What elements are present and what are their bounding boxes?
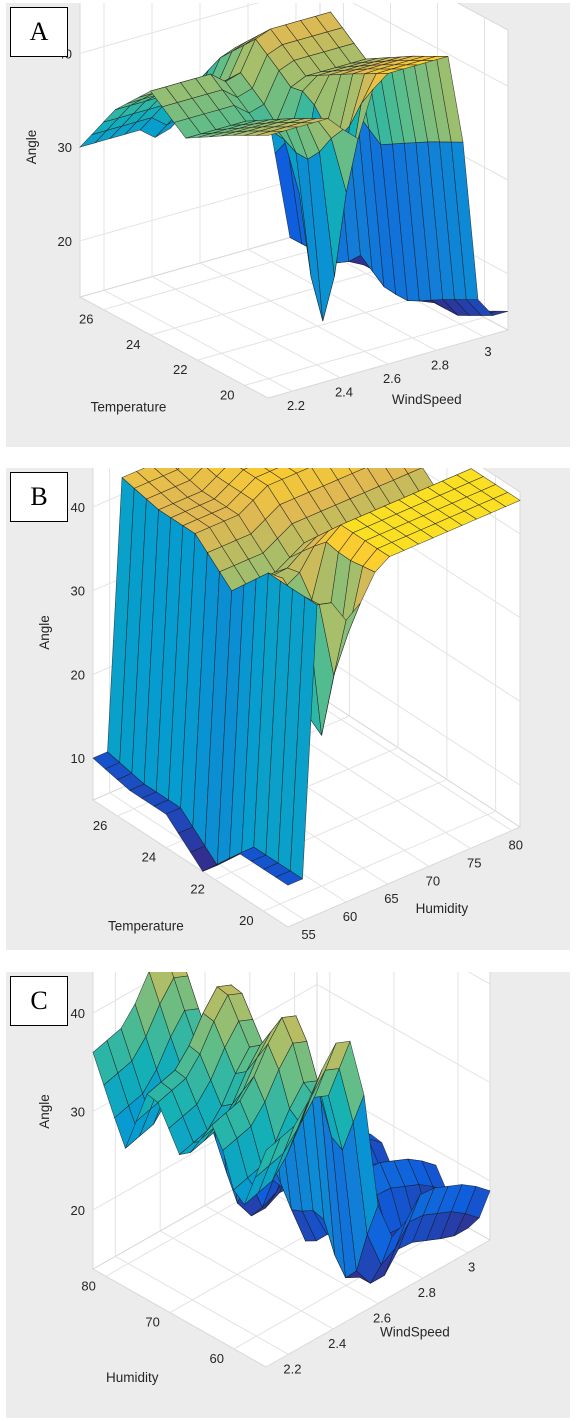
x-tick-label: 2.4 (328, 1336, 346, 1351)
grid-line (103, 3, 293, 392)
grid-line (79, 3, 509, 87)
x-tick-label: 70 (426, 873, 440, 888)
y-tick-label: 24 (126, 337, 140, 352)
grid-line (244, 17, 485, 386)
y-axis-label: Temperature (91, 400, 167, 415)
panel-label-b: B (10, 472, 68, 522)
x-tick-label: 3 (484, 344, 491, 359)
grid-line (109, 468, 305, 921)
grid-line (204, 972, 379, 1304)
z-axis-label: Angle (37, 615, 52, 650)
x-tick-label: 2.4 (335, 385, 353, 400)
x-tick-label: 2.6 (373, 1311, 391, 1326)
x-tick-label: 2.8 (431, 357, 449, 372)
grid-line (151, 3, 341, 379)
y-axis-label: Temperature (108, 919, 184, 934)
surface-patch (256, 130, 284, 136)
z-tick-label: 10 (71, 751, 85, 766)
x-tick-label: 2.6 (383, 371, 401, 386)
z-tick-label: 40 (71, 500, 85, 515)
surface (79, 11, 509, 322)
y-axis-label: Humidity (106, 1370, 159, 1385)
surface-patch (275, 870, 304, 886)
x-axis-label: WindSpeed (392, 392, 462, 407)
surface-chart-a: 2.22.42.62.8320222426203040WindSpeedTemp… (24, 3, 510, 415)
x-tick-label: 2.2 (287, 398, 305, 413)
z-tick-label: 40 (71, 1006, 85, 1021)
panel-a: 2.22.42.62.8320222426203040WindSpeedTemp… (6, 3, 570, 447)
panel-label-a: A (10, 7, 68, 57)
z-tick-label: 20 (71, 667, 85, 682)
surface-chart-c: 2.2 2.4 2.6 2.8 3 60 70 80 20 30 40 WindSpeed Humidi… (37, 972, 492, 1385)
x-tick-label: 75 (467, 855, 481, 870)
y-tick-label: 22 (173, 362, 187, 377)
y-tick-label: 80 (81, 1278, 95, 1293)
surface-patch (264, 468, 279, 472)
x-axis-label: WindSpeed (380, 1324, 450, 1339)
z-axis-label: Angle (24, 130, 39, 165)
tick-labels: 2.2 2.4 2.6 2.8 3 60 70 80 20 30 40 (71, 1006, 476, 1376)
x-tick-label: 65 (384, 891, 398, 906)
z-tick-label: 30 (58, 140, 72, 155)
surface (92, 468, 521, 886)
x-tick-label: 80 (508, 838, 522, 853)
z-axis-label: Angle (37, 1094, 52, 1129)
x-axis-label: Humidity (416, 901, 469, 916)
z-tick-label: 20 (58, 234, 72, 249)
y-tick-label: 70 (145, 1315, 159, 1330)
y-tick-label: 26 (93, 818, 107, 833)
x-tick-label: 55 (301, 927, 315, 942)
tick-labels: 2.22.42.62.8320222426203040 (58, 46, 492, 413)
surface-chart-b: 55 60 65 70 75 80 20 22 24 26 10 20 30 40 Humidity Temp… (37, 468, 523, 942)
z-tick-label: 30 (71, 1105, 85, 1120)
x-tick-label: 3 (468, 1260, 475, 1275)
grid-line (263, 476, 497, 912)
panel-b: 55 60 65 70 75 80 20 22 24 26 10 20 30 40 Humidity Temp… (6, 468, 570, 950)
x-tick-label: 2.2 (283, 1361, 301, 1376)
y-tick-label: 20 (239, 913, 253, 928)
y-tick-label: 20 (220, 387, 234, 402)
panel-c: 2.2 2.4 2.6 2.8 3 60 70 80 20 30 40 WindSpeed Humidi… (6, 972, 570, 1418)
y-tick-label: 60 (209, 1351, 223, 1366)
grid-line (199, 3, 389, 365)
tick-labels: 55 60 65 70 75 80 20 22 24 26 10 20 30 40 (71, 500, 523, 942)
y-tick-label: 24 (142, 850, 156, 865)
panel-label-c: C (10, 976, 68, 1026)
z-tick-label: 20 (71, 1203, 85, 1218)
x-tick-label: 2.8 (418, 1285, 436, 1300)
surface-patch (254, 1138, 281, 1178)
y-tick-label: 22 (190, 881, 204, 896)
x-tick-label: 60 (343, 909, 357, 924)
surface (92, 972, 491, 1285)
z-tick-label: 30 (71, 584, 85, 599)
y-tick-label: 26 (79, 312, 93, 327)
